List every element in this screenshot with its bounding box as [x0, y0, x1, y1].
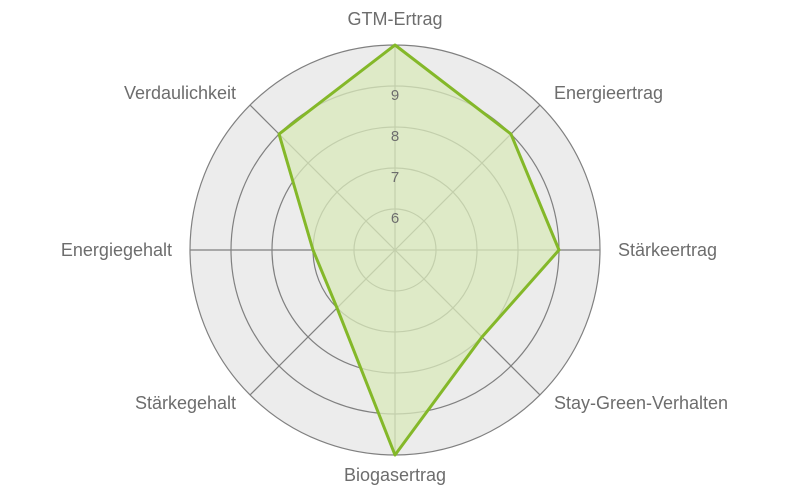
tick-label: 7 [391, 169, 399, 186]
axis-label: Stay-Green-Verhalten [554, 393, 728, 413]
axis-label: Biogasertrag [344, 465, 446, 485]
axis-label: GTM-Ertrag [347, 9, 442, 29]
axis-label: Energiegehalt [61, 240, 172, 260]
radar-chart: 6 7 8 9 GTM-Ertrag Energieertrag Stärkeertrag S… [0, 0, 791, 500]
tick-label: 9 [391, 87, 399, 104]
tick-label: 8 [391, 128, 399, 145]
tick-label: 6 [391, 210, 399, 227]
axis-label: Stärkegehalt [135, 393, 236, 413]
radar-svg: 6 7 8 9 GTM-Ertrag Energieertrag Stärkeertrag S… [0, 0, 791, 500]
axis-label: Verdaulichkeit [124, 83, 236, 103]
axis-label: Stärkeertrag [618, 240, 717, 260]
axis-label: Energieertrag [554, 83, 663, 103]
